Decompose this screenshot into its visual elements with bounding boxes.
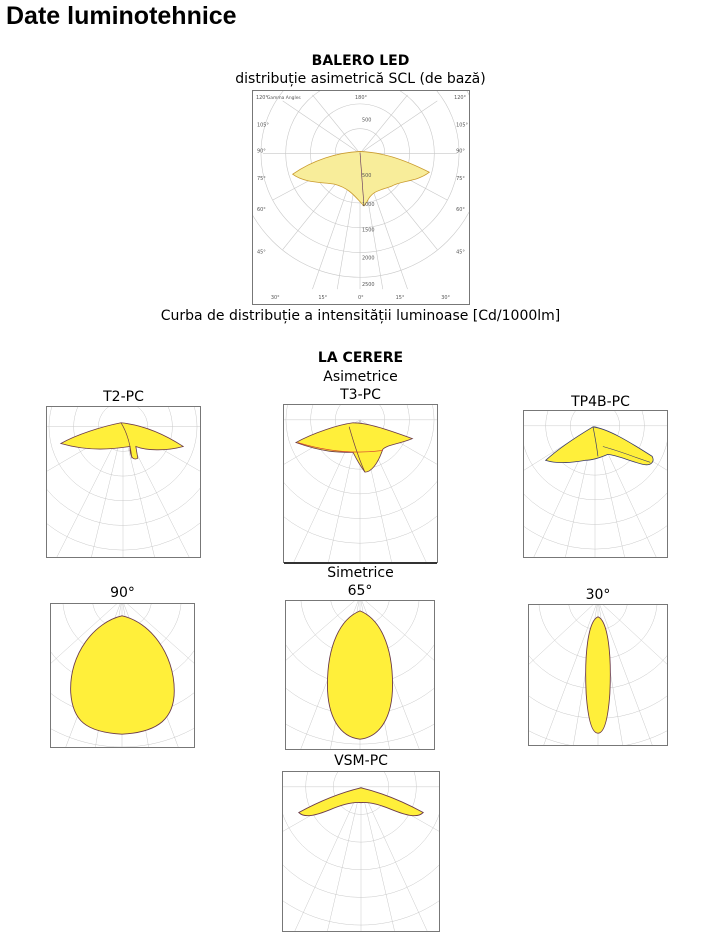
angle-label: 105° (456, 123, 468, 129)
symmetric-label: Simetrice (327, 565, 394, 581)
vsm-label: VSM-PC (334, 753, 388, 769)
angle-label: 105° (257, 123, 269, 129)
balero-curve (291, 151, 431, 207)
angle-label: 15° (396, 295, 405, 301)
ring-label: 500 (362, 173, 371, 179)
tp4b-polar-diagram (523, 410, 668, 558)
d90-label: 90° (110, 585, 135, 601)
angle-label: 90° (456, 148, 465, 154)
tp4b-curve (544, 426, 654, 466)
d30-label: 30° (585, 587, 611, 603)
ring-label: 1500 (362, 228, 375, 234)
t2-label: T2-PC (103, 389, 144, 405)
angle-label: 75° (456, 176, 465, 182)
d65-curve (326, 610, 394, 740)
angle-label: 30° (441, 295, 450, 301)
balero-heading: BALERO LED (311, 53, 410, 69)
page-title: Date luminotehnice (6, 2, 237, 30)
t2-polar-diagram (46, 406, 201, 558)
balero-caption: Curba de distribuție a intensității lumi… (160, 308, 561, 324)
angle-label: 180° (355, 95, 367, 101)
angle-label: 0° (358, 295, 364, 301)
d65-label: 65° (347, 583, 373, 599)
ring-label: 2500 (362, 282, 375, 288)
balero-subheading: distribuție asimetrică SCL (de bază) (235, 71, 486, 87)
t3-label: T3-PC (340, 387, 381, 403)
balero-polar-diagram: 120° 180° 120° Gamma Angles 105° 90° 75°… (252, 90, 470, 305)
angle-label: 120° (256, 95, 268, 101)
t3-curve (294, 422, 414, 473)
d90-curve (70, 615, 175, 735)
angle-label: 60° (257, 207, 266, 213)
t3-polar-diagram (283, 404, 438, 564)
angle-label: 90° (257, 148, 266, 154)
t2-curve (59, 422, 185, 460)
ring-label: 1000 (362, 202, 375, 208)
tp4b-label: TP4B-PC (571, 394, 630, 410)
angle-label: 75° (257, 176, 266, 182)
asymmetric-label: Asimetrice (323, 369, 398, 385)
d30-curve (585, 616, 611, 734)
angle-label: 120° (454, 95, 466, 101)
d65-polar-diagram (285, 600, 435, 750)
vsm-curve (298, 787, 424, 817)
angle-label: 45° (257, 249, 266, 255)
d30-polar-diagram (528, 604, 668, 746)
ring-label: 500 (362, 118, 371, 124)
d90-polar-diagram (50, 603, 195, 748)
ring-label: 2000 (362, 255, 375, 261)
angle-label: 30° (271, 295, 280, 301)
angle-label: 45° (456, 249, 465, 255)
vsm-polar-diagram (282, 771, 440, 932)
angle-label: 15° (318, 295, 327, 301)
gamma-label: Gamma Angles (267, 95, 302, 101)
la-cerere-heading: LA CERERE (317, 350, 404, 366)
angle-label: 60° (456, 207, 465, 213)
